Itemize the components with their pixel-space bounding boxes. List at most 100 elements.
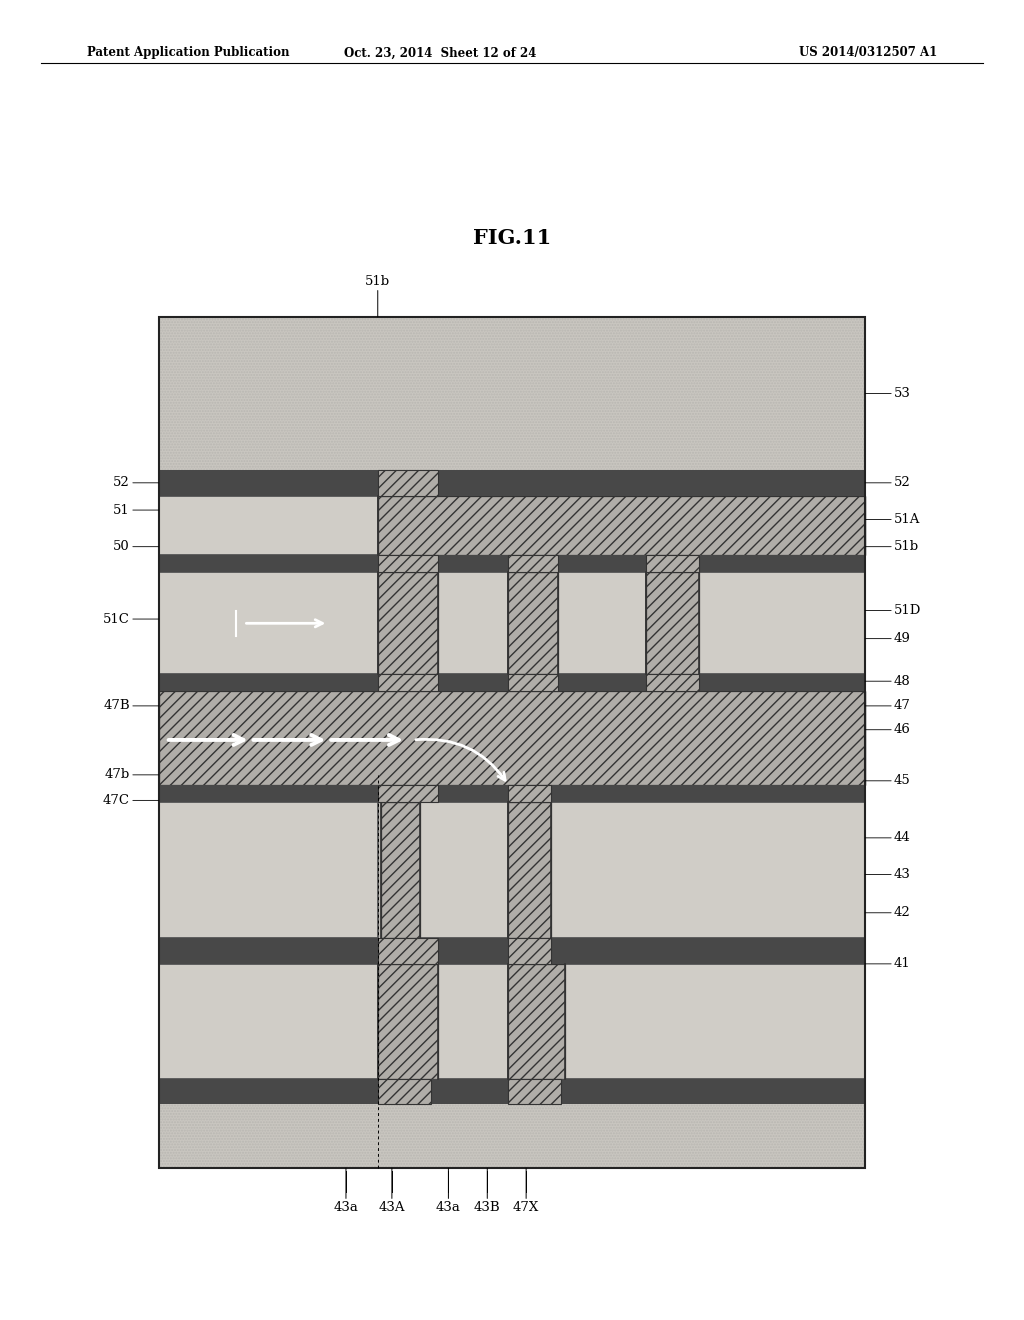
Text: 52: 52 [865, 477, 910, 490]
Bar [646, 675, 699, 692]
Bar [509, 675, 558, 692]
Bar [378, 675, 438, 692]
Bar [558, 573, 646, 675]
Bar [509, 803, 551, 939]
Bar [159, 470, 865, 495]
Text: 43: 43 [865, 869, 910, 880]
FancyArrowPatch shape [416, 739, 505, 780]
Bar [159, 495, 378, 556]
Bar [378, 470, 438, 495]
Text: 47X: 47X [513, 1168, 540, 1214]
Text: 51A: 51A [865, 513, 921, 525]
Bar [159, 939, 865, 964]
Bar [378, 573, 438, 675]
Bar [509, 556, 558, 573]
Bar [159, 692, 865, 785]
Text: 47b: 47b [104, 768, 159, 781]
Bar [646, 573, 699, 675]
Text: FIG.11: FIG.11 [473, 227, 551, 248]
Bar [509, 573, 558, 675]
Bar [378, 556, 438, 573]
Bar [565, 964, 865, 1078]
Bar [378, 1078, 431, 1105]
Bar [509, 803, 551, 939]
Bar [699, 573, 865, 675]
Bar [509, 1078, 561, 1105]
Bar [159, 495, 865, 556]
Bar [159, 573, 865, 675]
Bar [159, 675, 865, 692]
Bar [159, 495, 865, 556]
Text: 51D: 51D [865, 605, 922, 616]
Text: 51b: 51b [865, 540, 920, 553]
Bar [159, 470, 865, 495]
Bar [420, 803, 509, 939]
Text: US 2014/0312507 A1: US 2014/0312507 A1 [799, 46, 937, 59]
Bar [159, 939, 865, 964]
Text: 45: 45 [865, 775, 910, 787]
Bar [159, 317, 865, 470]
Bar [159, 692, 865, 785]
Text: 51: 51 [114, 503, 159, 516]
Bar [509, 964, 565, 1078]
Bar [509, 939, 551, 964]
Bar [159, 803, 865, 939]
Bar [159, 1078, 865, 1105]
Bar [378, 964, 438, 1078]
Text: 47: 47 [865, 700, 910, 713]
Bar [159, 317, 865, 1168]
Bar [381, 803, 420, 939]
Bar [159, 803, 865, 939]
Bar [378, 785, 438, 803]
Bar [159, 964, 865, 1078]
Bar [438, 964, 509, 1078]
Text: 43a: 43a [436, 1168, 461, 1214]
Bar [159, 785, 865, 803]
Bar [159, 803, 378, 939]
Bar [159, 573, 865, 675]
Bar [438, 573, 509, 675]
Bar [159, 1105, 865, 1168]
Text: 48: 48 [865, 675, 910, 688]
Bar [509, 573, 558, 675]
Bar [646, 556, 699, 573]
Text: 47C: 47C [103, 793, 159, 807]
Bar [159, 675, 865, 692]
Text: 41: 41 [865, 957, 910, 970]
Bar [509, 785, 551, 803]
Bar [378, 573, 438, 675]
Bar [646, 573, 699, 675]
Bar [378, 495, 865, 556]
Bar [159, 317, 865, 470]
Bar [551, 803, 865, 939]
Text: 43B: 43B [474, 1168, 501, 1214]
Bar [378, 495, 865, 556]
Bar [159, 573, 378, 675]
Bar [378, 939, 438, 964]
Bar [159, 692, 865, 785]
Text: 46: 46 [865, 723, 910, 737]
Text: 50: 50 [114, 540, 159, 553]
Text: 43a: 43a [334, 1168, 358, 1214]
Bar [159, 964, 378, 1078]
Bar [381, 803, 420, 939]
Bar [159, 692, 865, 785]
Bar [159, 1078, 865, 1105]
Bar [378, 964, 438, 1078]
Text: 49: 49 [865, 632, 910, 645]
Bar [159, 556, 865, 573]
Bar [159, 964, 865, 1078]
Text: 47B: 47B [103, 700, 159, 713]
Text: 43A: 43A [379, 1168, 406, 1214]
Text: Oct. 23, 2014  Sheet 12 of 24: Oct. 23, 2014 Sheet 12 of 24 [344, 46, 537, 59]
Text: 51b: 51b [366, 275, 390, 317]
Bar [159, 1105, 865, 1168]
Bar [159, 556, 865, 573]
Text: 51C: 51C [103, 612, 159, 626]
Text: 52: 52 [114, 477, 159, 490]
Text: Patent Application Publication: Patent Application Publication [87, 46, 290, 59]
Text: 44: 44 [865, 832, 910, 845]
Bar [509, 964, 565, 1078]
Text: 53: 53 [865, 387, 910, 400]
Text: 42: 42 [865, 907, 910, 919]
